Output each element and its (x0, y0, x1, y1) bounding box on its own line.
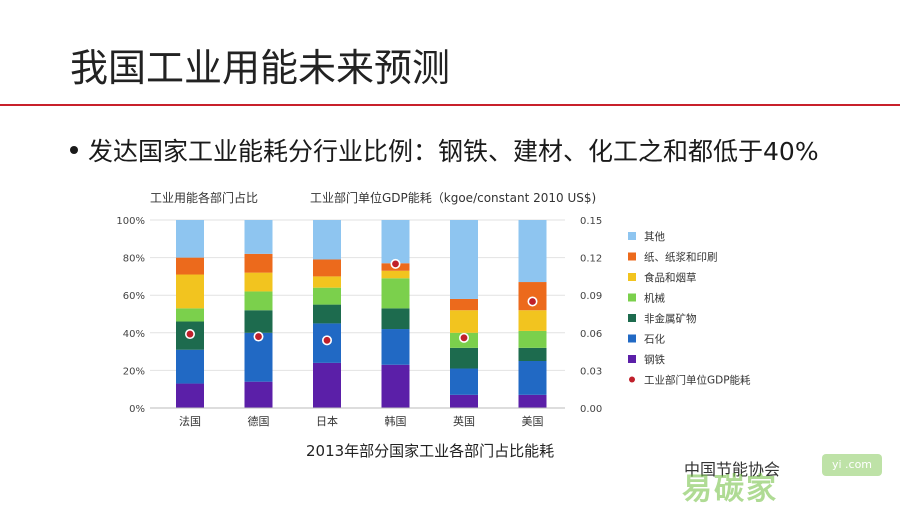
legend-swatch (628, 334, 636, 343)
watermark-brand-logo: 易碳家 (682, 472, 778, 507)
y-left-tick-label: 20% (123, 366, 145, 377)
bar-segment (313, 362, 341, 408)
y-left-tick-label: 100% (116, 216, 145, 227)
legend-dot-icon (629, 376, 635, 383)
bar-segment (176, 220, 204, 258)
bar-segment (176, 274, 204, 309)
bar-segment (244, 272, 273, 292)
bar-segment (381, 364, 410, 408)
legend-label: 石化 (644, 333, 665, 346)
bar-segment (244, 253, 273, 273)
bar-segment (176, 308, 204, 322)
bar-segment (381, 278, 410, 309)
bar-segment (518, 394, 547, 408)
bar-segment (313, 220, 341, 260)
data-point (321, 335, 332, 346)
y-right-tick-label: 0.12 (580, 254, 602, 265)
bar-segment (518, 310, 547, 331)
legend-swatch (628, 355, 636, 363)
legend-swatch (628, 314, 636, 322)
bar-segment (313, 276, 341, 288)
y-right-tick-label: 0.06 (580, 329, 602, 340)
bar-segment (244, 310, 273, 333)
legend-swatch (628, 273, 636, 281)
bar-segment (244, 381, 273, 408)
chart-title-right: 工业部门单位GDP能耗（kgoe/constant 2010 US$) (310, 190, 596, 205)
x-tick-label: 德国 (248, 414, 270, 428)
bar-segment (176, 383, 204, 408)
legend-swatch (628, 232, 636, 240)
legend-label: 钢铁 (644, 353, 665, 366)
bar-segment (518, 330, 547, 348)
y-right-tick-label: 0.03 (580, 366, 602, 377)
bar-segment (176, 349, 204, 384)
bullet-text: 发达国家工业能耗分行业比例：钢铁、建材、化工之和都低于40% (88, 137, 819, 166)
y-left-tick-label: 40% (123, 329, 145, 340)
stacked-bar-chart: 工业用能各部门占比 工业部门单位GDP能耗（kgoe/constant 2010… (116, 190, 751, 428)
x-tick-label: 日本 (316, 414, 338, 428)
y-right-tick-label: 0.15 (580, 216, 602, 227)
bar-segment (176, 257, 204, 275)
x-tick-label: 法国 (179, 414, 201, 428)
bar-segment (381, 270, 410, 279)
bar-segment (518, 361, 547, 395)
bar-segment (244, 291, 273, 311)
bullet-dot-icon (70, 146, 78, 154)
chart-caption: 2013年部分国家工业各部门占比能耗 (306, 442, 555, 460)
y-left-tick-label: 0% (129, 404, 145, 415)
bar-segment (450, 298, 478, 311)
data-point (185, 329, 196, 340)
bar-segment (450, 220, 478, 299)
legend-label: 食品和烟草 (644, 271, 697, 284)
data-point (458, 332, 469, 343)
bar-segment (313, 287, 341, 305)
watermark-org: 中国节能协会 (684, 460, 781, 479)
bar-segment (381, 220, 410, 264)
data-point (253, 331, 264, 342)
slide-title: 我国工业用能未来预测 (70, 46, 451, 90)
bar-segment (450, 368, 478, 395)
bar-segment (381, 308, 410, 330)
x-tick-label: 韩国 (385, 414, 407, 428)
y-left-tick-label: 80% (123, 254, 145, 265)
bar-segment (450, 394, 478, 408)
y-left-tick-label: 60% (123, 291, 145, 302)
bar-segment (381, 329, 410, 365)
bar-segment (313, 259, 341, 277)
bullet-point: 发达国家工业能耗分行业比例：钢铁、建材、化工之和都低于40% (70, 135, 819, 169)
bar-segment (518, 220, 547, 283)
data-point (390, 258, 401, 269)
legend-swatch (628, 252, 636, 261)
legend-label: 纸、纸浆和印刷 (644, 251, 718, 264)
watermark: 中国节能协会 易碳家 yi .com (682, 446, 882, 507)
x-tick-label: 美国 (522, 415, 544, 428)
bar-segment (244, 220, 273, 254)
bar-segment (518, 347, 547, 361)
legend-label: 其他 (644, 230, 665, 243)
legend-swatch (628, 293, 636, 302)
title-divider (0, 104, 900, 106)
y-right-tick-label: 0.09 (580, 291, 602, 302)
legend-label: 机械 (644, 292, 665, 305)
legend-label: 工业部门单位GDP能耗 (644, 374, 751, 387)
watermark-badge: yi .com (822, 454, 882, 476)
y-right-tick-label: 0.00 (580, 404, 602, 415)
bar-segment (313, 304, 341, 324)
bar-segment (450, 310, 478, 333)
chart-title-left: 工业用能各部门占比 (150, 190, 258, 205)
bar-segment (450, 347, 478, 369)
data-point (527, 296, 538, 307)
x-tick-label: 英国 (453, 414, 475, 428)
legend-label: 非金属矿物 (644, 312, 697, 325)
